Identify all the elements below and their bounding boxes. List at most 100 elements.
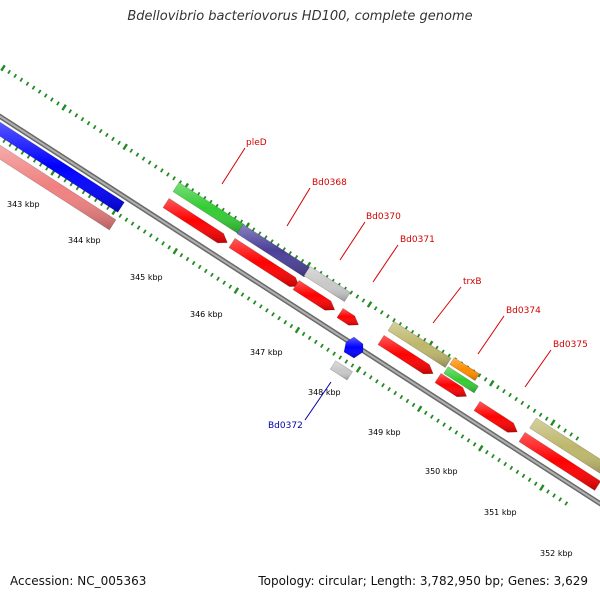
tick-mark bbox=[320, 343, 324, 348]
tick-mark bbox=[153, 164, 158, 169]
tick-mark bbox=[14, 146, 19, 151]
tick-mark bbox=[575, 436, 580, 441]
tick-mark bbox=[68, 109, 73, 114]
tick-mark bbox=[527, 477, 532, 482]
tick-mark bbox=[436, 418, 440, 423]
tick-mark bbox=[539, 484, 545, 491]
gene-label: Bd0374 bbox=[506, 306, 541, 316]
tick-mark bbox=[350, 363, 355, 368]
tick-mark bbox=[136, 225, 141, 230]
kbp-label: 351 kbp bbox=[484, 508, 517, 517]
tick-mark bbox=[533, 481, 538, 486]
tick-mark bbox=[233, 287, 240, 294]
tick-mark bbox=[61, 104, 67, 111]
tick-mark bbox=[313, 339, 318, 345]
tick-mark bbox=[430, 414, 434, 419]
tick-mark bbox=[283, 319, 288, 325]
tick-mark bbox=[399, 394, 404, 400]
tick-mark bbox=[538, 412, 543, 417]
tick-mark bbox=[81, 189, 86, 195]
tick-mark bbox=[37, 89, 42, 94]
red-cds-shade bbox=[474, 401, 518, 433]
tick-mark bbox=[197, 264, 202, 270]
tick-mark bbox=[355, 294, 360, 299]
tick-mark bbox=[289, 323, 294, 329]
tick-mark bbox=[252, 300, 257, 305]
tick-mark bbox=[411, 402, 416, 408]
ruler-labels: 343 kbp 344 kbp 345 kbp 346 kbp 347 kbp 348 k… bbox=[7, 200, 573, 558]
tick-mark bbox=[124, 217, 129, 222]
red-cds-shade bbox=[229, 238, 300, 287]
tick-mark bbox=[228, 284, 233, 289]
tick-mark bbox=[161, 241, 165, 246]
tick-mark bbox=[514, 396, 519, 402]
gene-label: Bd0370 bbox=[366, 212, 401, 222]
tick-mark bbox=[344, 359, 349, 364]
gene-label: Bd0372 bbox=[268, 421, 303, 431]
gene-labels: pleD Bd0368 Bd0370 Bd0371 trxB Bd0374 Bd0375 Bd… bbox=[246, 138, 588, 431]
tick-mark bbox=[362, 371, 367, 376]
gray-small-feature-shade bbox=[330, 360, 353, 380]
tick-mark bbox=[563, 428, 567, 433]
tick-mark bbox=[122, 143, 128, 151]
kbp-label: 352 kbp bbox=[540, 549, 573, 558]
tick-mark bbox=[521, 473, 526, 478]
green-feature-shade bbox=[173, 182, 245, 234]
label-leader-lines bbox=[221, 147, 552, 421]
tick-mark bbox=[191, 260, 196, 266]
genes-count-text: Genes: 3,629 bbox=[507, 574, 588, 588]
tick-mark bbox=[392, 318, 396, 323]
red-cds-shade bbox=[519, 432, 600, 491]
kbp-label: 344 kbp bbox=[68, 236, 101, 245]
leader-line bbox=[304, 381, 332, 421]
tick-mark bbox=[489, 379, 495, 387]
tick-mark bbox=[2, 138, 7, 144]
backbone-highlight bbox=[0, 115, 600, 505]
gene-features bbox=[0, 121, 600, 491]
tick-mark bbox=[251, 227, 256, 232]
gray-feature-shade bbox=[304, 266, 351, 302]
tick-mark bbox=[497, 457, 501, 463]
topology-text: Topology: circular; bbox=[258, 574, 367, 588]
tick-mark bbox=[32, 158, 37, 163]
tick-mark bbox=[69, 182, 74, 187]
genome-backbone bbox=[0, 113, 600, 507]
tick-mark bbox=[258, 304, 263, 309]
tick-mark bbox=[142, 229, 147, 234]
tick-mark bbox=[558, 497, 563, 502]
tick-mark bbox=[50, 97, 54, 102]
tick-mark bbox=[520, 400, 525, 406]
khaki-feature-shade bbox=[388, 321, 452, 368]
leader-line bbox=[477, 315, 505, 355]
tick-mark bbox=[210, 272, 214, 278]
tick-mark bbox=[379, 310, 384, 315]
tick-mark bbox=[375, 379, 379, 384]
leader-line bbox=[221, 147, 246, 185]
tick-mark bbox=[532, 408, 537, 413]
tick-mark bbox=[39, 162, 43, 167]
kbp-label: 346 kbp bbox=[190, 310, 223, 319]
tick-mark bbox=[307, 335, 312, 341]
red-cds-shade bbox=[435, 373, 467, 397]
tick-mark bbox=[491, 453, 495, 459]
genome-summary: Topology: circular; Length: 3,782,950 bp… bbox=[258, 574, 588, 588]
tick-mark bbox=[86, 120, 91, 126]
tick-mark bbox=[43, 93, 48, 98]
tick-mark bbox=[569, 432, 574, 437]
tick-mark bbox=[147, 160, 152, 165]
tick-mark bbox=[393, 390, 398, 396]
tick-mark bbox=[277, 316, 281, 321]
tick-mark bbox=[550, 419, 556, 426]
tick-mark bbox=[45, 166, 49, 171]
leader-line bbox=[432, 286, 462, 324]
red-cds-shade bbox=[293, 280, 335, 311]
tick-mark bbox=[442, 422, 446, 427]
blue-small-feature-shade bbox=[344, 337, 363, 358]
outer-tick-track bbox=[0, 64, 580, 441]
accession-text: Accession: NC_005363 bbox=[10, 574, 147, 588]
tick-mark bbox=[508, 392, 512, 398]
blue-feature-shade bbox=[0, 122, 125, 213]
tick-mark bbox=[454, 430, 459, 435]
tick-mark bbox=[80, 117, 85, 122]
tick-mark bbox=[26, 154, 31, 159]
